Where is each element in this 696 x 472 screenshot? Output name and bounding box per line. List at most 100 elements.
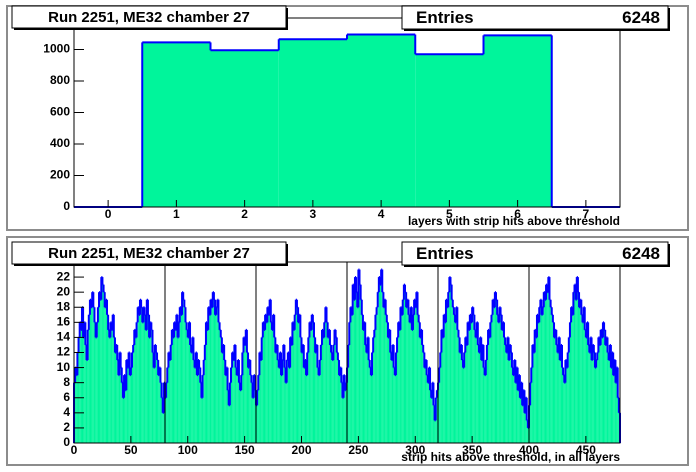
histogram-bin	[344, 390, 346, 443]
histogram-bin	[361, 314, 363, 443]
histogram-bin	[474, 329, 476, 443]
histogram-bin	[494, 292, 497, 443]
histogram-bin	[328, 329, 330, 443]
histogram-bin	[233, 360, 235, 443]
histogram-bin	[310, 329, 312, 443]
histogram-bin	[543, 292, 545, 443]
histogram-bin	[614, 360, 616, 443]
histogram-bin	[225, 375, 227, 443]
histogram-bin	[333, 344, 335, 443]
y-tick-label: 10	[57, 360, 71, 374]
histogram-bin	[209, 314, 211, 443]
histogram-bin	[174, 322, 176, 443]
histogram-bin	[455, 322, 457, 443]
histogram-bin	[228, 405, 230, 443]
histogram-bin	[574, 284, 576, 443]
histogram-bin	[415, 307, 417, 443]
histogram-bin	[279, 352, 282, 443]
histogram-bin	[345, 382, 347, 443]
histogram-bin	[443, 314, 445, 443]
histogram-bin	[176, 314, 178, 443]
y-tick-label: 400	[50, 136, 70, 150]
histogram-bin	[456, 307, 458, 443]
y-tick-label: 6	[63, 390, 70, 404]
histogram-bin	[588, 344, 590, 443]
histogram-bin	[403, 284, 406, 443]
histogram-bin	[317, 367, 319, 443]
histogram-bin	[568, 337, 570, 443]
histogram-bin	[320, 344, 322, 443]
histogram-bin	[427, 382, 429, 443]
histogram-bin	[374, 329, 376, 443]
histogram-bin	[318, 375, 320, 443]
histogram-bin	[577, 292, 580, 443]
histogram-bin	[161, 397, 163, 443]
histogram-bin	[219, 329, 221, 443]
histogram-bin	[182, 292, 184, 443]
histogram-bin	[610, 367, 613, 443]
histogram-bin	[424, 367, 426, 443]
histogram-bin	[267, 307, 269, 443]
x-tick-label: 5	[446, 207, 453, 221]
histogram-bin	[519, 397, 522, 443]
histogram-bin	[220, 337, 222, 443]
histogram-bin	[439, 367, 441, 443]
histogram-bin	[461, 360, 464, 443]
histogram-bin	[397, 337, 399, 443]
histogram-bin	[100, 299, 102, 443]
histogram-bin	[567, 352, 569, 443]
histogram-bin	[571, 307, 573, 443]
histogram-bin	[147, 314, 150, 443]
histogram-bin	[585, 337, 588, 443]
histogram-bin	[113, 337, 115, 443]
histogram-bin	[561, 367, 564, 443]
histogram-bin	[155, 352, 158, 443]
histogram-bin	[339, 375, 341, 443]
histogram-bin	[372, 352, 374, 443]
histogram-bin	[130, 367, 133, 443]
histogram-bin	[425, 360, 427, 443]
histogram-bin	[550, 307, 552, 443]
x-tick-label: 350	[462, 443, 482, 457]
histogram-bin	[108, 329, 110, 443]
y-tick-label: 14	[57, 330, 71, 344]
histogram-bin	[347, 367, 349, 443]
histogram-bin	[483, 367, 485, 443]
histogram-bin	[398, 322, 400, 443]
histogram-bin	[426, 375, 428, 443]
histogram-bin	[411, 329, 413, 443]
histogram-bin	[110, 322, 112, 443]
x-axis-title: layers with strip hits above threshold	[408, 214, 620, 228]
histogram-bin	[270, 322, 272, 443]
histogram-bin	[144, 314, 146, 443]
histogram-bin	[104, 307, 106, 443]
histogram-bin	[499, 307, 501, 443]
histogram-bin	[449, 277, 451, 443]
histogram-bin	[594, 367, 597, 443]
histogram-bin	[168, 352, 170, 443]
histogram-bin	[112, 314, 114, 443]
histogram-bin	[598, 337, 600, 443]
histogram-bin	[237, 360, 239, 443]
histogram-bin	[579, 307, 581, 443]
histogram-bin	[311, 314, 313, 443]
histogram-bin	[503, 337, 506, 443]
histogram-bin	[596, 360, 598, 443]
histogram-bin	[459, 352, 461, 443]
histogram-bin	[309, 322, 311, 443]
histogram-bin	[145, 329, 147, 443]
histogram-bin	[351, 314, 353, 443]
histogram-bin	[215, 314, 217, 443]
histogram-bin	[415, 54, 484, 207]
x-tick-label: 0	[105, 207, 112, 221]
histogram-bin	[152, 352, 154, 443]
histogram-bin	[248, 367, 250, 443]
histogram-bin	[609, 344, 611, 443]
y-tick-label: 12	[57, 345, 71, 359]
histogram-bin	[129, 375, 131, 443]
histogram-bin	[281, 375, 283, 443]
histogram-bin	[544, 299, 547, 443]
histogram-bin	[246, 352, 249, 443]
histogram-bin	[410, 307, 412, 443]
histogram-bin	[432, 382, 434, 443]
